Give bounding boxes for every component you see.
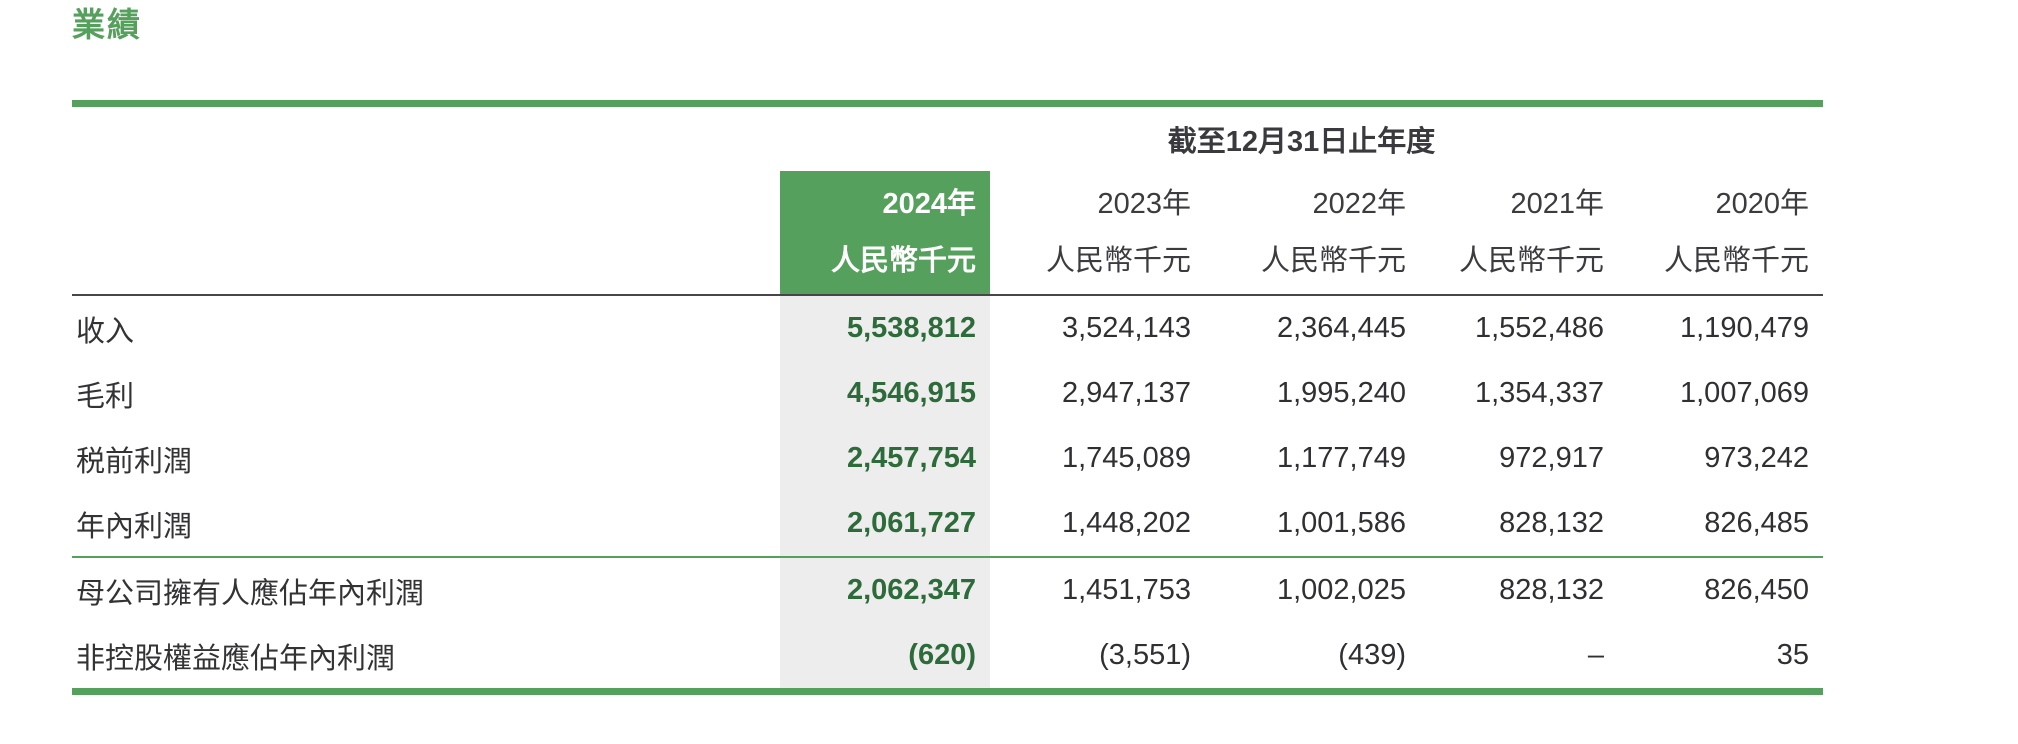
row-label: 母公司擁有人應佔年內利潤: [76, 577, 425, 610]
value-2021: –: [1587, 639, 1604, 671]
value-2021: 828,132: [1499, 574, 1604, 606]
value-2024: (620): [780, 623, 990, 692]
row-label: 毛利: [76, 380, 135, 413]
value-2022: 1,002,025: [1276, 574, 1406, 606]
value-2023: 3,524,143: [1061, 312, 1191, 344]
value-2020: 1,190,479: [1680, 312, 1810, 344]
value-2021: 828,132: [1420, 491, 1618, 558]
table-row-profit-attributable-parent: 母公司擁有人應佔年內利潤 2,062,347 1,451,753 1,002,0…: [72, 557, 1823, 623]
column-header-2022: 2022年 人民幣千元: [1205, 171, 1420, 296]
value-2020: 1,007,069: [1680, 377, 1810, 409]
unit-label: 人民幣千元: [830, 244, 976, 277]
value-2022: 1,001,586: [1205, 491, 1420, 558]
column-header-2024: 2024年 人民幣千元: [780, 171, 990, 296]
year-label: 2023年: [1097, 187, 1191, 220]
value-2024: 5,538,812: [780, 295, 990, 361]
table-row-gross-profit: 毛利 4,546,915 2,947,137 1,995,240 1,354,3…: [72, 361, 1823, 426]
row-label: 非控股權益應佔年內利潤: [76, 642, 396, 675]
value-2023: 1,451,753: [1061, 574, 1191, 606]
column-header-2023: 2023年 人民幣千元: [990, 171, 1205, 296]
value-2023: 2,947,137: [1061, 377, 1191, 409]
value-2024: 2,062,347: [780, 557, 990, 623]
table-row-revenue: 收入 5,538,812 3,524,143 2,364,445 1,552,4…: [72, 295, 1823, 361]
value-2020: 826,485: [1618, 491, 1824, 558]
section-title: 業績: [72, 6, 142, 43]
unit-label: 人民幣千元: [1260, 244, 1406, 277]
value-2022: 1,995,240: [1276, 377, 1406, 409]
value-2022: 1,177,749: [1276, 442, 1406, 474]
financial-results-table: 截至12月31日止年度 2024年 人民幣千元 2023年 人民幣千元 2022…: [72, 100, 1824, 695]
table-row-profit-attributable-nci: 非控股權益應佔年內利潤 (620) (3,551) (439) – 35: [72, 623, 1823, 692]
value-2020: 35: [1776, 639, 1810, 671]
value-2024: 4,546,915: [780, 361, 990, 426]
value-2023: (3,551): [1099, 639, 1191, 671]
value-2020: 826,450: [1704, 574, 1810, 606]
value-2024: 2,061,727: [780, 491, 990, 558]
column-header-2021: 2021年 人民幣千元: [1420, 171, 1618, 296]
value-2020: 973,242: [1704, 442, 1810, 474]
year-label: 2020年: [1715, 187, 1810, 220]
table-row-profit-before-tax: 税前利潤 2,457,754 1,745,089 1,177,749 972,9…: [72, 426, 1823, 491]
value-2023: 1,448,202: [990, 491, 1205, 558]
value-2023: 1,745,089: [1061, 442, 1191, 474]
unit-label: 人民幣千元: [1045, 244, 1191, 277]
value-2022: (439): [1338, 639, 1406, 671]
value-2021: 1,552,486: [1474, 312, 1604, 344]
year-label: 2024年: [882, 187, 976, 220]
value-2024: 2,457,754: [780, 426, 990, 491]
corner-cell: [72, 171, 780, 296]
row-label: 收入: [76, 315, 135, 348]
unit-label: 人民幣千元: [1664, 244, 1810, 277]
period-header: 截至12月31日止年度: [1167, 126, 1436, 158]
corner-cell: [72, 104, 780, 172]
value-2021: 1,354,337: [1474, 377, 1604, 409]
row-label: 税前利潤: [76, 445, 193, 478]
year-label: 2022年: [1312, 187, 1406, 220]
value-2021: 972,917: [1499, 442, 1604, 474]
unit-label: 人民幣千元: [1458, 244, 1604, 277]
year-label: 2021年: [1510, 187, 1604, 220]
column-header-2020: 2020年 人民幣千元: [1618, 171, 1824, 296]
period-header-row: 截至12月31日止年度: [72, 104, 1823, 172]
row-label: 年內利潤: [72, 491, 780, 558]
year-header-row: 2024年 人民幣千元 2023年 人民幣千元 2022年 人民幣千元 2021…: [72, 171, 1824, 296]
value-2022: 2,364,445: [1276, 312, 1406, 344]
table-row-profit-for-year: 年內利潤 2,061,727 1,448,202 1,001,586 828,1…: [72, 491, 1824, 558]
